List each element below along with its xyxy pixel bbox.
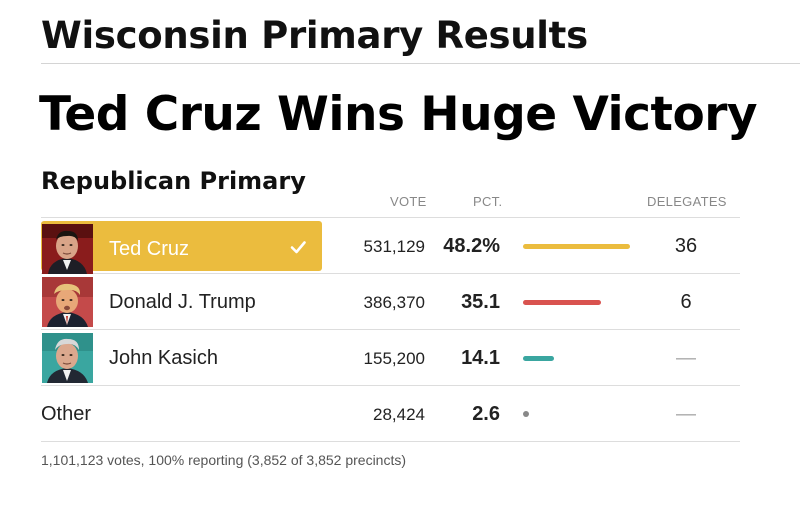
vote-count: 155,200	[363, 349, 425, 368]
page-title: Wisconsin Primary Results	[41, 14, 588, 57]
winner-highlight: Ted Cruz	[41, 221, 322, 274]
result-row-trump[interactable]: Donald J. Trump 386,370 35.1 6	[41, 274, 740, 330]
avatar-cruz	[42, 224, 93, 274]
header-divider	[41, 217, 740, 218]
vote-pct: 48.2%	[443, 235, 500, 257]
vote-count: 386,370	[363, 293, 425, 312]
vote-pct: 2.6	[472, 403, 500, 425]
vote-count: 531,129	[363, 237, 425, 256]
column-header-pct: PCT.	[473, 194, 503, 209]
pct-bar	[523, 300, 601, 305]
pct-bar	[523, 356, 554, 361]
avatar-trump	[42, 277, 93, 327]
candidate-name: Ted Cruz	[109, 238, 190, 260]
result-row-other[interactable]: Other 28,424 2.6 —	[41, 386, 740, 442]
pct-dot	[523, 411, 529, 417]
candidate-name: Donald J. Trump	[109, 291, 256, 313]
results-footnote: 1,101,123 votes, 100% reporting (3,852 o…	[41, 452, 407, 468]
results-table: Ted Cruz 531,129 48.2% 36 D	[41, 218, 740, 442]
vote-count: 28,424	[373, 405, 425, 424]
avatar-kasich	[42, 333, 93, 383]
column-header-delegates: DELEGATES	[647, 194, 727, 209]
candidate-name: John Kasich	[109, 347, 218, 369]
race-title: Republican Primary	[41, 167, 306, 195]
headline: Ted Cruz Wins Huge Victory	[39, 87, 758, 142]
result-row-cruz[interactable]: Ted Cruz 531,129 48.2% 36	[41, 218, 740, 274]
result-row-kasich[interactable]: John Kasich 155,200 14.1 —	[41, 330, 740, 386]
title-divider	[41, 63, 800, 64]
checkmark-icon	[290, 241, 306, 254]
delegate-count: 6	[680, 291, 692, 313]
vote-pct: 14.1	[461, 347, 500, 369]
pct-bar	[523, 244, 630, 249]
delegate-count: —	[676, 347, 696, 369]
delegate-count: 36	[674, 235, 698, 257]
vote-pct: 35.1	[461, 291, 500, 313]
candidate-name: Other	[41, 403, 92, 425]
delegate-count: —	[676, 403, 696, 425]
column-header-vote: VOTE	[390, 194, 427, 209]
